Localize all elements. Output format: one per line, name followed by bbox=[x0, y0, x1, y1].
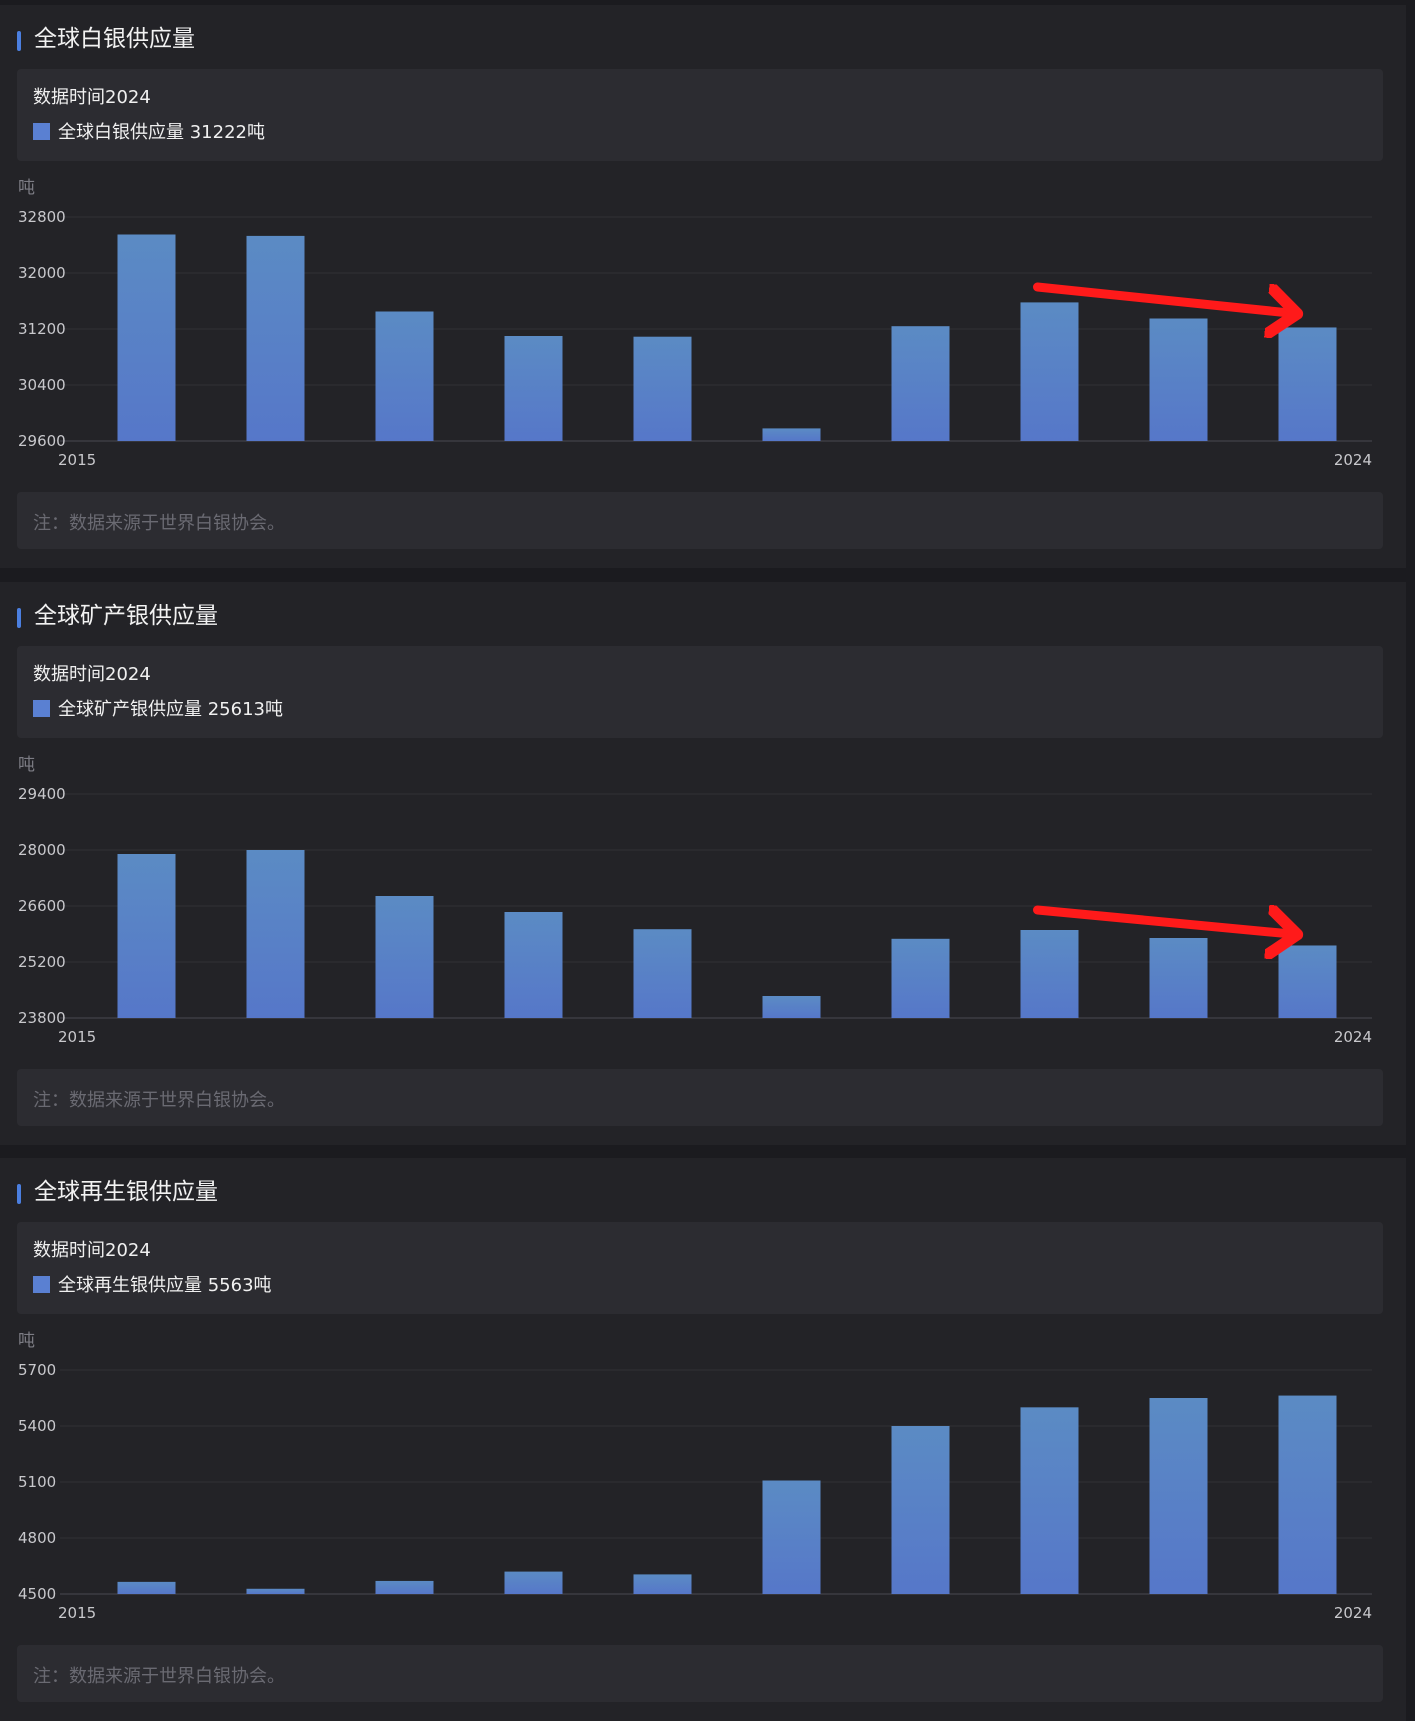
source-note-text: 注：数据来源于世界白银协会。 bbox=[33, 513, 285, 534]
y-tick-label: 4800 bbox=[18, 1529, 56, 1547]
source-note-text: 注：数据来源于世界白银协会。 bbox=[33, 1090, 285, 1111]
x-tick-label-last: 2024 bbox=[1334, 1604, 1372, 1622]
data-time-label: 数据时间2024 bbox=[33, 1240, 151, 1261]
bar-2022[interactable] bbox=[1020, 930, 1079, 1018]
legend-swatch bbox=[33, 1275, 50, 1293]
x-tick-label-last: 2024 bbox=[1334, 1028, 1372, 1046]
title-accent-bar bbox=[17, 1184, 21, 1204]
y-tick-label: 23800 bbox=[18, 1009, 66, 1027]
legend-entry[interactable]: 全球白银供应量 31222吨 bbox=[33, 118, 265, 144]
y-tick-label: 31200 bbox=[18, 320, 66, 338]
y-tick-label: 29600 bbox=[18, 432, 66, 450]
title-accent-bar bbox=[17, 31, 21, 51]
y-axis-unit-label: 吨 bbox=[18, 178, 35, 198]
bar-2017[interactable] bbox=[375, 896, 434, 1018]
info-box: 数据时间2024 全球白银供应量 31222吨 bbox=[17, 69, 1383, 161]
bar-2022[interactable] bbox=[1020, 1407, 1079, 1594]
title-accent-bar bbox=[17, 608, 21, 628]
y-tick-label: 30400 bbox=[18, 376, 66, 394]
y-tick-label: 5700 bbox=[18, 1361, 56, 1379]
y-tick-label: 25200 bbox=[18, 953, 66, 971]
bar-2023[interactable] bbox=[1149, 1398, 1208, 1594]
y-tick-label: 28000 bbox=[18, 841, 66, 859]
legend-entry[interactable]: 全球再生银供应量 5563吨 bbox=[33, 1271, 272, 1297]
legend-label: 全球白银供应量 31222吨 bbox=[58, 122, 265, 143]
bar-2015[interactable] bbox=[117, 1581, 176, 1594]
bar-2021[interactable] bbox=[891, 938, 950, 1018]
source-note-text: 注：数据来源于世界白银协会。 bbox=[33, 1666, 285, 1687]
bar-2018[interactable] bbox=[504, 336, 563, 441]
bar-2020[interactable] bbox=[762, 1480, 821, 1594]
bar-2024[interactable] bbox=[1278, 327, 1337, 441]
y-tick-label: 32000 bbox=[18, 264, 66, 282]
bar-2022[interactable] bbox=[1020, 302, 1079, 441]
bar-2023[interactable] bbox=[1149, 938, 1208, 1018]
y-tick-label: 5400 bbox=[18, 1417, 56, 1435]
y-tick-label: 26600 bbox=[18, 897, 66, 915]
bar-2020[interactable] bbox=[762, 428, 821, 441]
bar-2024[interactable] bbox=[1278, 945, 1337, 1018]
bar-2017[interactable] bbox=[375, 311, 434, 442]
info-box: 数据时间2024 全球再生银供应量 5563吨 bbox=[17, 1222, 1383, 1314]
source-note: 注：数据来源于世界白银协会。 bbox=[17, 1645, 1383, 1702]
y-tick-label: 32800 bbox=[18, 208, 66, 226]
panel-total-silver-supply: 全球白银供应量 数据时间2024 全球白银供应量 31222吨 吨 29600 30… bbox=[0, 5, 1406, 568]
y-tick-label: 5100 bbox=[18, 1473, 56, 1491]
bar-2019[interactable] bbox=[633, 1574, 692, 1594]
info-box: 数据时间2024 全球矿产银供应量 25613吨 bbox=[17, 646, 1383, 738]
source-note: 注：数据来源于世界白银协会。 bbox=[17, 1069, 1383, 1126]
panel-title: 全球再生银供应量 bbox=[34, 1179, 218, 1205]
bar-2015[interactable] bbox=[117, 854, 176, 1018]
bar-2016[interactable] bbox=[246, 1588, 305, 1594]
x-tick-label-first: 2015 bbox=[58, 1028, 96, 1046]
bar-2018[interactable] bbox=[504, 912, 563, 1018]
panel-title: 全球白银供应量 bbox=[34, 26, 195, 52]
legend-swatch bbox=[33, 122, 50, 140]
bar-2020[interactable] bbox=[762, 996, 821, 1018]
y-axis-unit-label: 吨 bbox=[18, 755, 35, 775]
bar-chart: 吨 4500 4800 5100 5400 5700 2015 2024 bbox=[18, 1331, 1372, 1622]
bar-2018[interactable] bbox=[504, 1571, 563, 1594]
x-tick-label-first: 2015 bbox=[58, 1604, 96, 1622]
bar-chart: 吨 29600 30400 31200 32000 32800 2015 2024 bbox=[18, 178, 1372, 469]
y-tick-label: 4500 bbox=[18, 1585, 56, 1603]
source-note: 注：数据来源于世界白银协会。 bbox=[17, 492, 1383, 549]
bar-2015[interactable] bbox=[117, 234, 176, 442]
y-tick-label: 29400 bbox=[18, 785, 66, 803]
legend-label: 全球矿产银供应量 25613吨 bbox=[58, 699, 283, 720]
bar-2016[interactable] bbox=[246, 850, 305, 1018]
data-time-label: 数据时间2024 bbox=[33, 664, 151, 685]
panel-title: 全球矿产银供应量 bbox=[34, 603, 218, 629]
bar-2021[interactable] bbox=[891, 326, 950, 441]
bar-2016[interactable] bbox=[246, 235, 305, 441]
bar-2021[interactable] bbox=[891, 1426, 950, 1594]
bar-2019[interactable] bbox=[633, 336, 692, 441]
bar-2019[interactable] bbox=[633, 929, 692, 1018]
bar-2017[interactable] bbox=[375, 1580, 434, 1594]
bar-2023[interactable] bbox=[1149, 318, 1208, 442]
trend-arrow bbox=[1033, 910, 1296, 934]
data-time-label: 数据时间2024 bbox=[33, 87, 151, 108]
y-axis-unit-label: 吨 bbox=[18, 1331, 35, 1351]
trend-arrow bbox=[1033, 282, 1296, 314]
bar-chart: 吨 23800 25200 26600 28000 29400 2015 2024 bbox=[18, 755, 1372, 1046]
panel-mine-silver-supply: 全球矿产银供应量 数据时间2024 全球矿产银供应量 25613吨 吨 23800… bbox=[0, 582, 1406, 1145]
legend-swatch bbox=[33, 699, 50, 717]
legend-label: 全球再生银供应量 5563吨 bbox=[58, 1275, 272, 1296]
bar-2024[interactable] bbox=[1278, 1395, 1337, 1594]
panel-recycled-silver-supply: 全球再生银供应量 数据时间2024 全球再生银供应量 5563吨 吨 4500 48… bbox=[0, 1158, 1406, 1721]
x-tick-label-first: 2015 bbox=[58, 451, 96, 469]
legend-entry[interactable]: 全球矿产银供应量 25613吨 bbox=[33, 695, 283, 721]
x-tick-label-last: 2024 bbox=[1334, 451, 1372, 469]
